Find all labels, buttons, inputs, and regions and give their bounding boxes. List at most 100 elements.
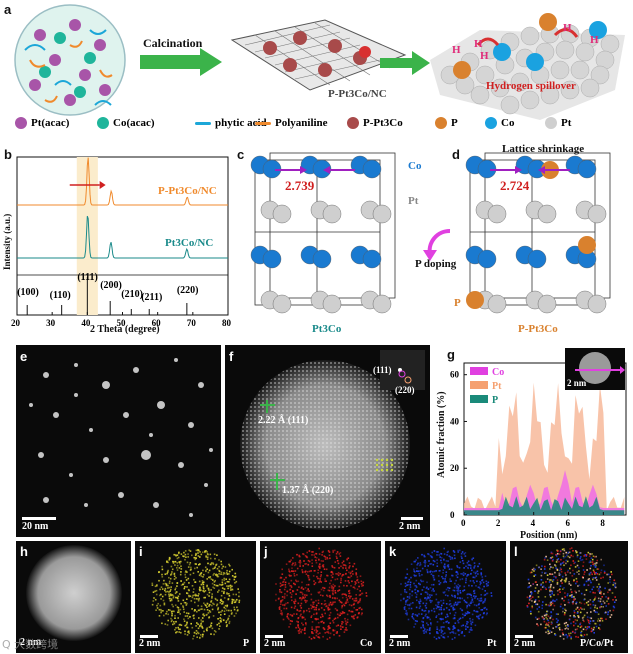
eds-pixel (581, 558, 584, 561)
eds-pixel (304, 587, 307, 589)
eds-pixel (556, 549, 558, 551)
eds-pixel (158, 615, 161, 617)
eds-pixel (476, 570, 479, 573)
eds-pixel (301, 629, 304, 631)
legend-text: Pt (561, 117, 572, 129)
eds-pixel (301, 581, 303, 584)
eds-pixel (473, 590, 475, 592)
eds-pixel (591, 561, 594, 563)
eds-pixel (552, 579, 555, 581)
eds-pixel (188, 582, 190, 584)
eds-pixel (293, 582, 295, 585)
eds-pixel (216, 603, 219, 606)
eds-pixel (221, 581, 224, 584)
eds-pixel (218, 573, 220, 575)
eds-pixel (475, 604, 478, 607)
eds-pixel (335, 552, 338, 555)
eds-pixel (200, 572, 203, 574)
eds-pixel (589, 561, 592, 563)
eds-pixel (453, 625, 455, 627)
eds-pixel (236, 609, 239, 612)
eds-pixel (556, 553, 559, 555)
eds-pixel (202, 583, 205, 586)
eds-pixel (570, 547, 573, 549)
eds-pixel (406, 573, 409, 575)
eds-pixel (554, 634, 557, 636)
eds-pixel (425, 602, 428, 605)
eds-pixel (305, 563, 308, 565)
eds-pixel (339, 573, 342, 575)
eds-pixel (166, 571, 169, 573)
eds-pixel (424, 591, 427, 594)
eds-pixel (303, 610, 305, 612)
eds-pixel (454, 627, 456, 629)
scale-e: 20 nm (22, 521, 49, 532)
eds-pixel (326, 574, 329, 577)
x-tick-label: 40 (81, 318, 91, 328)
eds-pixel (341, 623, 343, 625)
eds-pixel (328, 604, 330, 607)
eds-pixel (582, 561, 585, 564)
eds-pixel (568, 634, 571, 637)
eds-pixel (226, 569, 228, 572)
eds-pixel (442, 618, 444, 620)
doping-text: P doping (415, 258, 457, 270)
eds-pixel (439, 569, 441, 572)
eds-pixel (547, 619, 549, 622)
eds-pixel (315, 626, 318, 628)
eds-pixel (225, 621, 227, 624)
eds-pixel (583, 555, 585, 557)
eds-pixel (455, 579, 457, 582)
eds-pixel (404, 589, 406, 591)
eds-pixel (421, 574, 423, 576)
eds-pixel (177, 617, 179, 619)
eds-pixel (222, 592, 225, 595)
eds-pixel (428, 610, 430, 612)
eds-pixel (289, 560, 291, 563)
eds-pixel (471, 598, 474, 600)
eds-pixel (430, 584, 433, 586)
eds-pixel (557, 624, 559, 626)
legend-swatch (15, 117, 27, 129)
eds-pixel (349, 597, 351, 599)
eds-pixel (477, 616, 479, 618)
eds-pixel (172, 560, 174, 563)
eds-pixel (285, 607, 288, 610)
eds-pixel (193, 617, 195, 620)
eds-pixel (209, 626, 212, 628)
eds-pixel (216, 574, 219, 576)
eds-pixel (283, 578, 286, 581)
eds-pixel (336, 609, 339, 612)
eds-pixel (559, 605, 562, 608)
eds-pixel (302, 565, 304, 567)
name-d: P-Pt3Co (518, 323, 558, 335)
eds-pixel (288, 568, 290, 571)
eds-pixel (564, 596, 566, 598)
cell-frame (469, 159, 596, 306)
eds-pixel (326, 605, 328, 607)
eds-pixel (311, 601, 314, 604)
eds-pixel (311, 559, 313, 561)
eds-pixel (451, 558, 454, 560)
eds-pixel (336, 578, 339, 580)
eds-pixel (197, 623, 199, 626)
eds-pixel (228, 615, 231, 617)
eds-pixel (473, 604, 476, 606)
eds-pixel (548, 586, 550, 589)
eds-pixel (583, 603, 586, 605)
eds-pixel (598, 590, 600, 593)
eds-pixel (235, 612, 237, 615)
eds-pixel (566, 635, 569, 637)
eds-pixel (440, 559, 442, 562)
eds-pixel (219, 601, 222, 604)
eds-pixel (549, 594, 552, 596)
eds-pixel (238, 599, 241, 602)
eds-pixel (404, 612, 407, 615)
eds-pixel (448, 555, 451, 557)
eds-pixel (344, 617, 346, 620)
eds-pixel (457, 621, 460, 624)
eds-pixel (345, 596, 348, 599)
eds-pixel (453, 604, 455, 607)
panel-j-image: j 2 nm Co (260, 541, 381, 653)
eds-pixel (583, 571, 586, 573)
